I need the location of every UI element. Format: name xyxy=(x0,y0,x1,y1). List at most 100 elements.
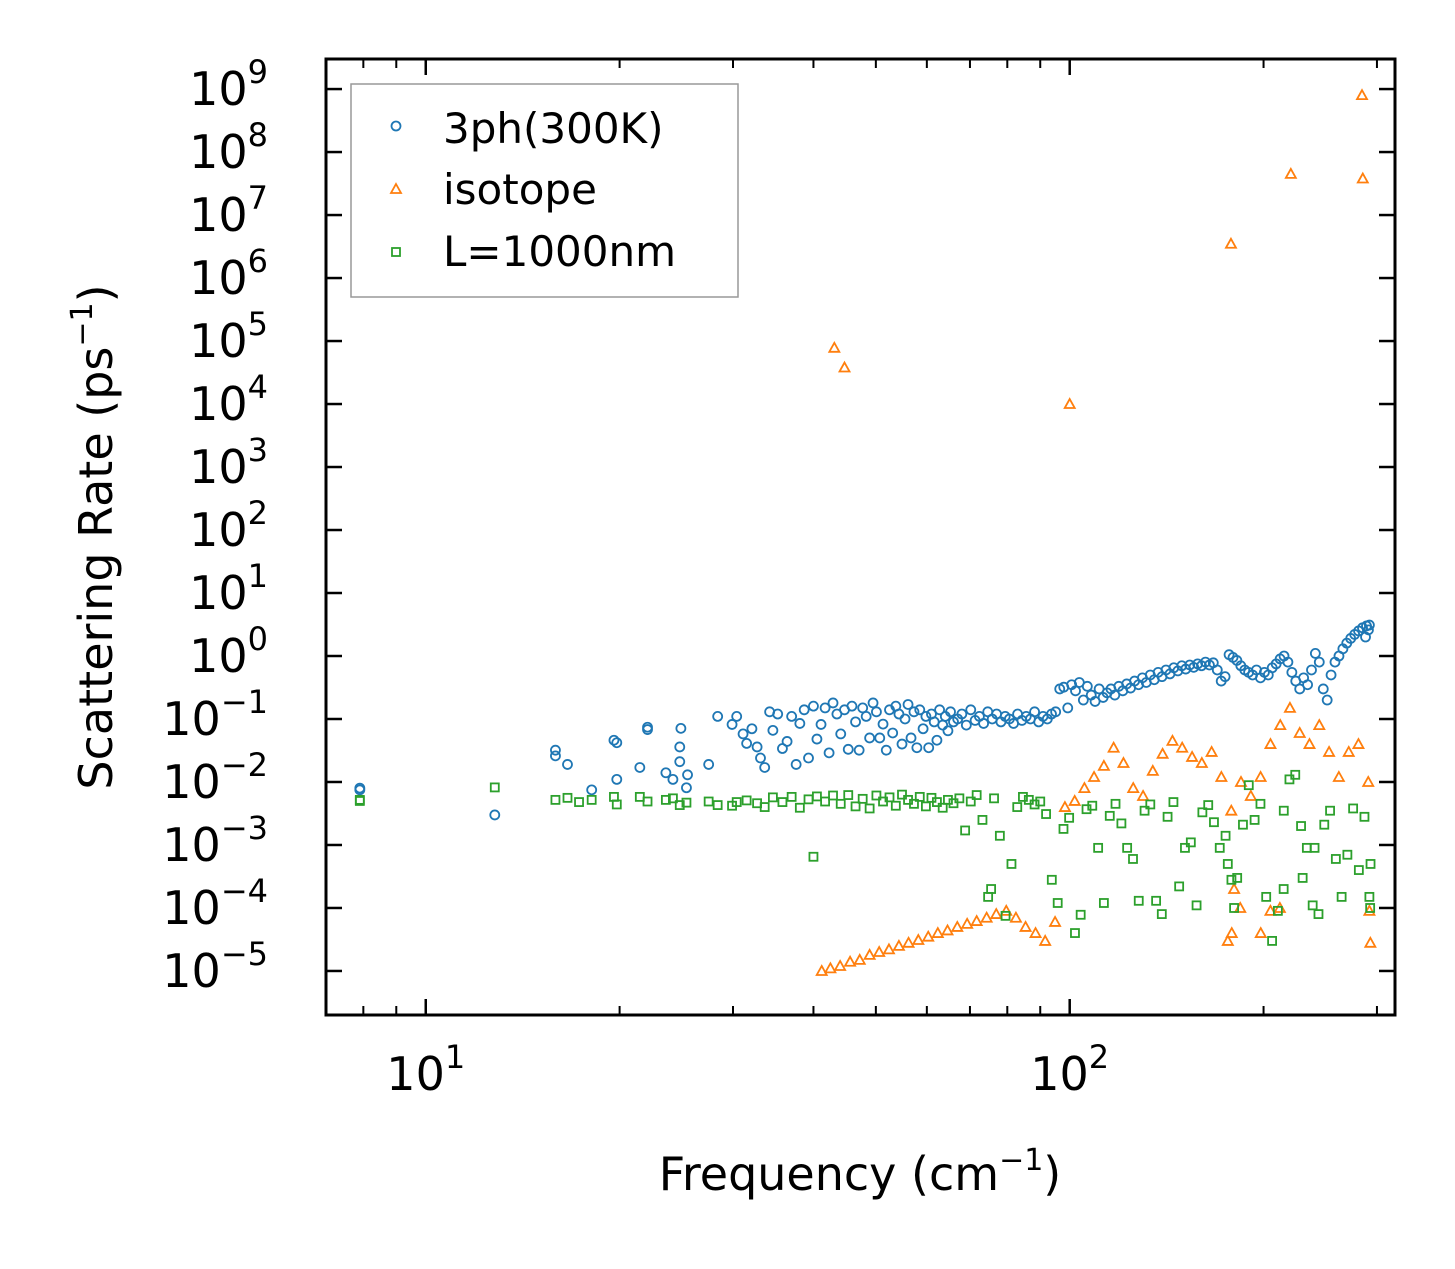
point-isotope xyxy=(1221,934,1235,946)
point-3ph xyxy=(1077,694,1089,706)
point-3ph xyxy=(860,710,872,722)
point-boundary xyxy=(1145,799,1156,810)
point-isotope xyxy=(1254,926,1268,938)
point-isotope xyxy=(960,916,974,929)
point-3ph xyxy=(1062,702,1074,714)
point-boundary xyxy=(1214,842,1225,853)
point-3ph xyxy=(934,704,946,716)
point-boundary xyxy=(1220,830,1231,841)
point-isotope xyxy=(1195,756,1209,768)
point-3ph xyxy=(842,743,854,755)
point-boundary xyxy=(897,789,907,800)
point-isotope xyxy=(1097,759,1111,771)
point-isotope xyxy=(815,964,829,976)
point-isotope xyxy=(1009,910,1023,923)
y-axis-label-end: ) xyxy=(69,284,123,302)
point-boundary xyxy=(712,800,723,810)
legend-label-boundary: L=1000nm xyxy=(443,227,676,276)
point-boundary xyxy=(1012,802,1023,812)
point-boundary xyxy=(1249,815,1260,825)
point-3ph xyxy=(914,704,926,716)
point-3ph xyxy=(864,732,876,744)
point-3ph xyxy=(887,727,899,739)
point-isotope xyxy=(1019,920,1033,932)
point-isotope xyxy=(911,933,925,945)
point-isotope xyxy=(1234,775,1248,787)
point-isotope xyxy=(1273,718,1287,730)
point-boundary xyxy=(489,782,500,793)
point-isotope xyxy=(872,945,886,957)
point-boundary xyxy=(1307,900,1318,911)
legend: 3ph(300K) isotope L=1000nm xyxy=(350,83,739,298)
point-isotope xyxy=(1356,171,1370,184)
point-3ph xyxy=(1012,708,1023,720)
point-3ph xyxy=(608,734,620,746)
point-isotope xyxy=(1205,745,1219,757)
x-axis-label-end: ) xyxy=(1043,1147,1061,1201)
point-3ph xyxy=(681,782,692,794)
point-boundary xyxy=(1226,874,1237,885)
point-3ph xyxy=(803,752,814,764)
point-boundary xyxy=(921,801,931,812)
point-3ph xyxy=(942,725,954,737)
tick-labels: 101 10210−510−410−310−210−110010110210310… xyxy=(162,53,1109,1101)
point-3ph xyxy=(902,699,914,710)
point-3ph xyxy=(931,734,943,746)
legend-marker-square xyxy=(391,247,401,257)
point-isotope xyxy=(1227,882,1241,894)
point-3ph xyxy=(1321,694,1333,706)
y-axis-label-superscript: −1 xyxy=(65,302,100,346)
point-3ph xyxy=(877,718,889,730)
point-3ph xyxy=(1302,679,1313,691)
point-boundary xyxy=(1046,874,1057,885)
point-boundary xyxy=(994,830,1005,841)
x-axis-label: Frequency (cm−1) xyxy=(659,1143,1062,1201)
y-tick-label: 104 xyxy=(189,368,268,431)
point-3ph xyxy=(1325,669,1337,681)
y-tick-label: 103 xyxy=(189,431,268,494)
legend-box xyxy=(350,83,739,298)
point-3ph xyxy=(905,732,917,744)
point-boundary xyxy=(1191,900,1202,911)
point-boundary xyxy=(574,797,584,807)
point-boundary xyxy=(1229,903,1239,913)
point-isotope xyxy=(1351,737,1365,749)
point-isotope xyxy=(980,910,994,923)
point-boundary xyxy=(1325,805,1335,816)
point-isotope xyxy=(843,954,857,967)
point-isotope xyxy=(1302,737,1317,749)
y-tick-label: 101 xyxy=(189,557,268,620)
point-isotope xyxy=(1087,770,1101,782)
y-axis-label: Scattering Rate (ps−1) xyxy=(65,284,123,789)
point-3ph xyxy=(772,708,784,720)
point-3ph xyxy=(956,708,968,720)
point-isotope xyxy=(1225,926,1239,938)
point-boundary xyxy=(971,790,982,800)
point-3ph xyxy=(867,697,879,709)
legend-label-3ph: 3ph(300K) xyxy=(443,104,663,153)
point-3ph xyxy=(899,713,911,725)
point-3ph xyxy=(611,773,623,785)
point-boundary xyxy=(1359,811,1370,822)
point-isotope xyxy=(1126,781,1140,793)
point-isotope xyxy=(1363,935,1377,948)
point-3ph xyxy=(871,706,882,718)
point-boundary xyxy=(1330,854,1341,864)
point-isotope xyxy=(970,914,984,926)
x-tick-label: 102 xyxy=(1030,1038,1109,1101)
point-3ph xyxy=(1286,666,1298,678)
point-boundary xyxy=(1133,895,1144,906)
point-3ph xyxy=(759,762,771,773)
y-tick-label: 107 xyxy=(189,179,268,242)
point-boundary xyxy=(1018,791,1028,802)
point-boundary xyxy=(960,825,971,836)
point-3ph xyxy=(1070,685,1081,697)
point-isotope xyxy=(921,929,935,942)
point-3ph xyxy=(354,784,366,796)
point-3ph xyxy=(937,719,949,731)
point-boundary xyxy=(954,793,965,804)
point-boundary xyxy=(1290,769,1301,780)
point-boundary xyxy=(550,794,561,805)
point-boundary xyxy=(1087,800,1098,811)
